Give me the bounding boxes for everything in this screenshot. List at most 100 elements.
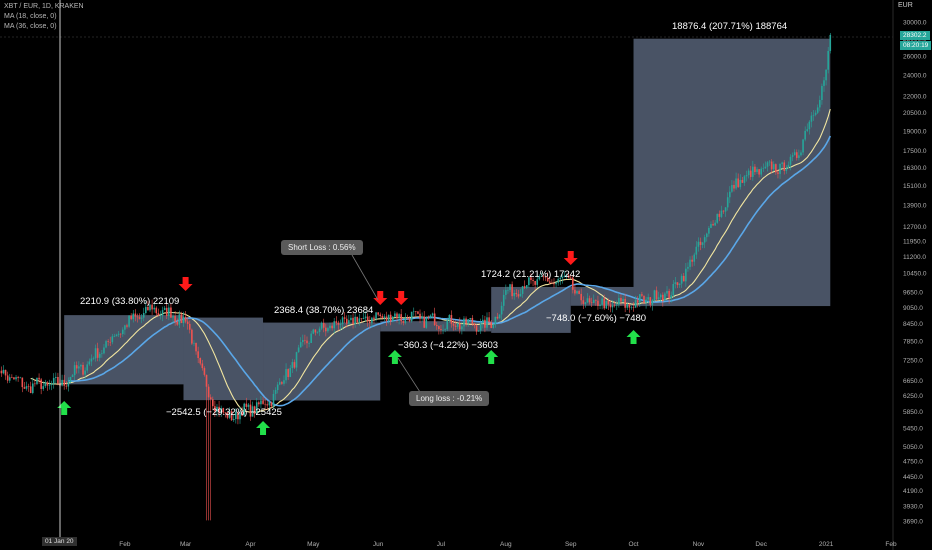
candle-body xyxy=(50,383,53,385)
candle xyxy=(320,321,323,331)
candle xyxy=(314,329,317,336)
candle-body xyxy=(165,307,168,316)
candle xyxy=(212,396,214,410)
candle xyxy=(98,351,101,362)
candle-body xyxy=(557,279,559,283)
candle-body xyxy=(243,403,245,416)
candle xyxy=(463,316,465,332)
candle xyxy=(500,301,503,321)
candle-body xyxy=(75,365,78,369)
candle-body xyxy=(15,377,17,380)
candle-body xyxy=(781,162,783,164)
candle-body xyxy=(220,408,222,414)
candle-body xyxy=(29,386,32,394)
legend-ma36[interactable]: MA (36, close, 0) xyxy=(4,23,57,30)
candle xyxy=(456,323,459,329)
candle xyxy=(174,311,176,326)
candle xyxy=(590,297,593,307)
candle xyxy=(798,149,800,161)
candle xyxy=(415,311,417,318)
legend-ma18[interactable]: MA (18, close, 0) xyxy=(4,13,57,20)
candle xyxy=(823,76,825,92)
candle xyxy=(793,149,796,156)
candle-body xyxy=(17,377,19,378)
candle xyxy=(46,381,49,391)
candle xyxy=(214,400,216,418)
candle xyxy=(222,407,225,415)
candle xyxy=(366,313,369,327)
candle-body xyxy=(647,297,649,300)
candle-body xyxy=(230,411,233,421)
candle-body xyxy=(373,317,375,320)
candle xyxy=(597,295,599,310)
candle xyxy=(209,394,212,521)
candle-body xyxy=(699,241,702,245)
candle-body xyxy=(302,339,304,343)
candle-body xyxy=(777,172,779,174)
candle-body xyxy=(186,321,189,324)
candle-body xyxy=(752,166,754,177)
candle-body xyxy=(592,300,595,303)
candle xyxy=(770,159,773,174)
candle-body xyxy=(749,170,752,177)
candle-body xyxy=(691,259,693,262)
sell-arrow-icon xyxy=(178,277,193,291)
candle xyxy=(496,312,499,320)
candle-body xyxy=(25,386,28,389)
candle xyxy=(645,296,647,309)
candle-body xyxy=(366,316,369,322)
candle xyxy=(6,371,9,384)
candle xyxy=(36,377,38,386)
candle-body xyxy=(379,314,382,317)
x-tick-label: Sep xyxy=(565,541,577,548)
candle xyxy=(63,374,65,390)
candle-body xyxy=(121,329,124,335)
candle-body xyxy=(124,325,126,330)
candle-body xyxy=(626,304,629,308)
candle-body xyxy=(149,304,151,311)
candle-body xyxy=(745,175,748,177)
candle xyxy=(163,306,166,311)
candle xyxy=(130,313,132,321)
candle xyxy=(96,342,99,362)
candle-body xyxy=(316,331,319,333)
candle xyxy=(121,327,124,337)
candle-body xyxy=(383,316,386,319)
candle xyxy=(578,289,580,295)
candle xyxy=(749,165,752,180)
candle-body xyxy=(92,358,95,359)
candle-body xyxy=(356,316,359,323)
candle-body xyxy=(703,237,706,243)
candle xyxy=(48,379,51,390)
candle-body xyxy=(798,155,800,158)
candle-body xyxy=(605,301,608,309)
candle-body xyxy=(800,152,802,156)
candle-body xyxy=(57,376,59,384)
candle xyxy=(132,309,135,323)
candle-body xyxy=(178,314,181,325)
candle-body xyxy=(107,341,109,342)
trade-label: −748.0 (−7.60%) −7480 xyxy=(546,313,646,324)
candle-body xyxy=(546,277,549,282)
candle-body xyxy=(754,166,756,173)
candle xyxy=(285,363,287,384)
candle-body xyxy=(674,282,677,285)
candle xyxy=(408,316,411,323)
candle-body xyxy=(676,282,679,286)
candle xyxy=(601,295,603,310)
candle-body xyxy=(599,304,601,307)
candle xyxy=(73,361,76,381)
candle-body xyxy=(168,307,170,316)
candle-body xyxy=(23,387,26,389)
candle-body xyxy=(239,412,241,420)
candle-body xyxy=(13,377,15,380)
candle-body xyxy=(170,307,172,318)
candle-body xyxy=(664,293,666,301)
candle-body xyxy=(345,318,348,324)
candle xyxy=(71,373,74,378)
candle xyxy=(410,311,413,323)
candle xyxy=(662,292,664,307)
candle xyxy=(228,407,231,420)
candle xyxy=(302,334,304,347)
